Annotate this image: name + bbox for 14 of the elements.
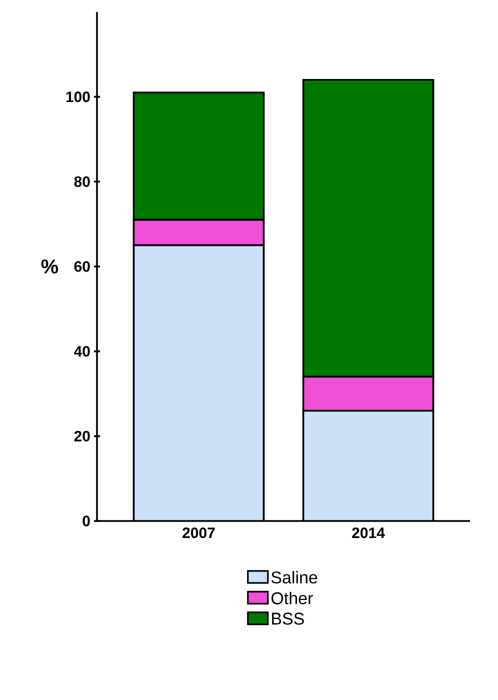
x-tick-label: 2007 — [182, 528, 215, 538]
y-tick-label: 0 — [82, 516, 90, 526]
legend-label: BSS — [272, 612, 304, 625]
y-tick-label: 20 — [74, 430, 90, 442]
legend-label: Other — [271, 592, 313, 604]
legend-label: Saline — [271, 571, 318, 584]
y-axis-title: % — [41, 259, 58, 274]
y-tick-label: 80 — [74, 176, 90, 187]
y-tick-label: 40 — [74, 346, 90, 357]
bar — [302, 410, 434, 521]
bar — [134, 245, 264, 521]
y-tick-label: 60 — [74, 261, 90, 272]
y-tick-label: 100 — [66, 92, 90, 102]
x-tick-label: 2014 — [352, 528, 385, 538]
